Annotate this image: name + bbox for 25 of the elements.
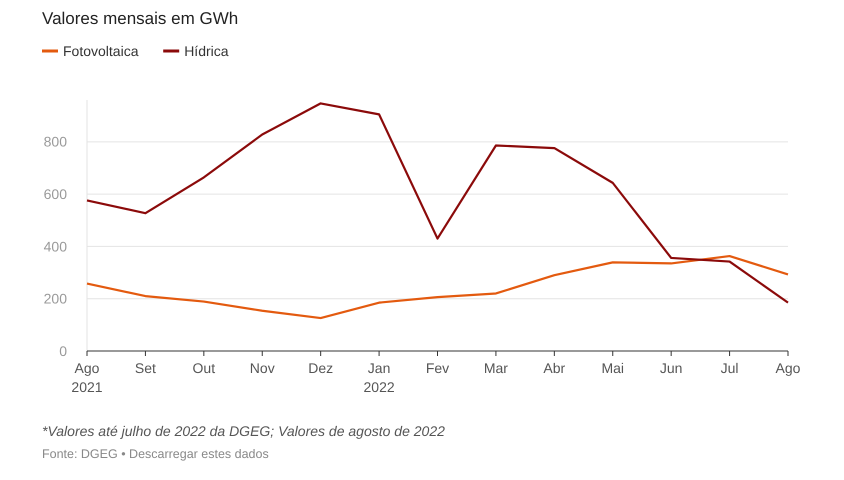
chart-title: Valores mensais em GWh <box>42 9 238 28</box>
x-tick-label: Out <box>192 360 216 376</box>
x-tick-label: Ago <box>776 360 801 376</box>
text: *Valores até julho de 2022 da DGEG; Valores de agosto de 2022 <box>42 423 446 439</box>
legend-label: Fotovoltaica <box>63 43 139 59</box>
legend-label: Hídrica <box>184 43 229 59</box>
x-tick-label: Jun <box>660 360 682 376</box>
x-tick-label: Jul <box>720 360 739 376</box>
y-tick-label: 800 <box>44 134 68 150</box>
x-tick-label: Mar <box>484 360 508 376</box>
source-note: Fonte: DGEG • Descarregar estes dados <box>42 447 269 461</box>
x-tick-label: Ago 2021 <box>71 360 103 395</box>
line-series <box>86 102 790 304</box>
x-tick-label: Abr <box>543 360 566 376</box>
x-tick-label: Set <box>134 360 156 376</box>
y-tick-label: 0 <box>59 342 68 359</box>
x-tick-label: Fev <box>426 360 450 376</box>
y-tick-label: 400 <box>44 238 68 254</box>
y-tick-label: 200 <box>44 290 68 307</box>
x-tick-label: Mai <box>601 360 624 376</box>
x-tick-label: Nov <box>250 360 275 376</box>
x-tick-label: Jan 2022 <box>364 360 395 395</box>
y-tick-label: 600 <box>44 186 68 202</box>
line-series <box>86 254 790 320</box>
x-tick-label: Dez <box>308 360 334 376</box>
